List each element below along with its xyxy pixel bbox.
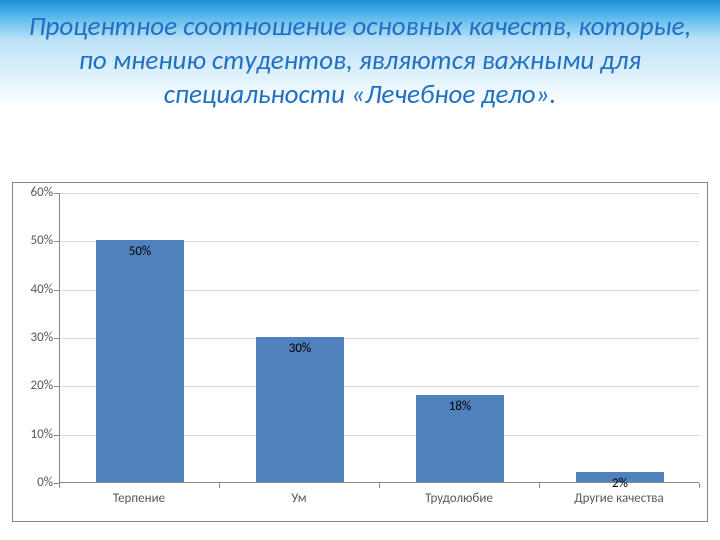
x-tick-mark <box>59 483 60 488</box>
y-tick-label: 0% <box>13 475 53 490</box>
y-tick-mark <box>54 338 59 339</box>
y-tick-label: 30% <box>13 330 53 345</box>
y-tick-label: 60% <box>13 185 53 200</box>
bar: 18% <box>416 395 504 482</box>
y-tick-mark <box>54 290 59 291</box>
bar-value-label: 30% <box>256 341 344 356</box>
x-tick-mark <box>539 483 540 488</box>
y-tick-mark <box>54 435 59 436</box>
bar-value-label: 50% <box>96 244 184 259</box>
bar: 30% <box>256 337 344 482</box>
y-tick-label: 50% <box>13 233 53 248</box>
x-category-label: Ум <box>219 491 379 506</box>
bar: 50% <box>96 240 184 482</box>
y-tick-mark <box>54 193 59 194</box>
y-tick-mark <box>54 386 59 387</box>
slide-title: Процентное соотношение основных качеств,… <box>24 10 696 111</box>
y-tick-mark <box>54 241 59 242</box>
y-tick-label: 40% <box>13 282 53 297</box>
y-tick-label: 20% <box>13 378 53 393</box>
x-category-label: Другие качества <box>539 491 699 506</box>
slide: Процентное соотношение основных качеств,… <box>0 0 720 540</box>
bar-chart: 50% 30% 18% 2% 0% 10% 20% 30% 40% 50% 60% Терпени… <box>12 182 708 522</box>
x-tick-mark <box>379 483 380 488</box>
x-category-label: Трудолюбие <box>379 491 539 506</box>
bar: 2% <box>576 472 664 482</box>
bar-value-label: 18% <box>416 399 504 414</box>
y-tick-label: 10% <box>13 427 53 442</box>
plot-area: 50% 30% 18% 2% <box>59 193 699 483</box>
x-tick-mark <box>699 483 700 488</box>
bar-value-label: 2% <box>576 476 664 491</box>
x-tick-mark <box>219 483 220 488</box>
gridline <box>60 193 699 194</box>
x-category-label: Терпение <box>59 491 219 506</box>
